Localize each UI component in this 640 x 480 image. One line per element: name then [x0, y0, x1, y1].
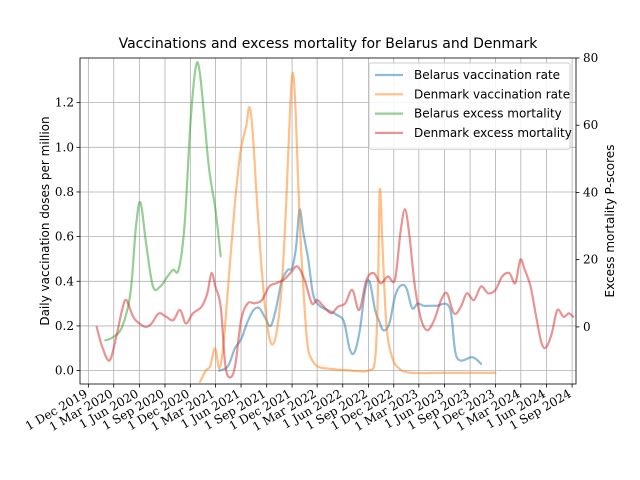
y-tick-label-right: 40: [583, 185, 598, 199]
y-tick-label-left: 1.0: [55, 140, 74, 154]
y-tick-label-right: 0: [583, 320, 591, 334]
legend-label: Denmark excess mortality: [414, 126, 572, 140]
legend-label: Denmark vaccination rate: [414, 87, 570, 101]
y-axis-label-right: Excess mortality P-scores: [603, 145, 617, 298]
plot-frame: [79, 57, 577, 385]
y-tick-label-left: 0.0: [55, 364, 74, 378]
y-tick-label-left: 1.2: [55, 96, 74, 110]
series-line-belarus-excess-mortality: [104, 61, 222, 342]
y-tick-label-left: 0.2: [55, 319, 74, 333]
y-tick-label-left: 0.6: [55, 230, 74, 244]
series-line-belarus-vaccination-rate: [218, 208, 483, 372]
y-tick-label-right: 20: [583, 253, 598, 267]
y-axis-label-left: Daily vaccination doses per million: [38, 116, 52, 325]
series-line-denmark-vaccination-rate: [199, 72, 497, 383]
legend-box: [368, 62, 571, 150]
legend-label: Belarus vaccination rate: [414, 68, 560, 82]
series-layer: [95, 61, 575, 383]
legend-label: Belarus excess mortality: [414, 107, 562, 121]
y-tick-label-right: 80: [583, 51, 598, 65]
legend: Belarus vaccination rate Denmark vaccinat…: [368, 62, 572, 150]
chart-title: Vaccinations and excess mortality for Be…: [119, 36, 539, 52]
y-tick-label-right: 60: [583, 118, 598, 132]
series-line-denmark-excess-mortality: [95, 208, 575, 379]
y-tick-label-left: 0.4: [55, 274, 74, 288]
y-tick-label-left: 0.8: [55, 185, 74, 199]
